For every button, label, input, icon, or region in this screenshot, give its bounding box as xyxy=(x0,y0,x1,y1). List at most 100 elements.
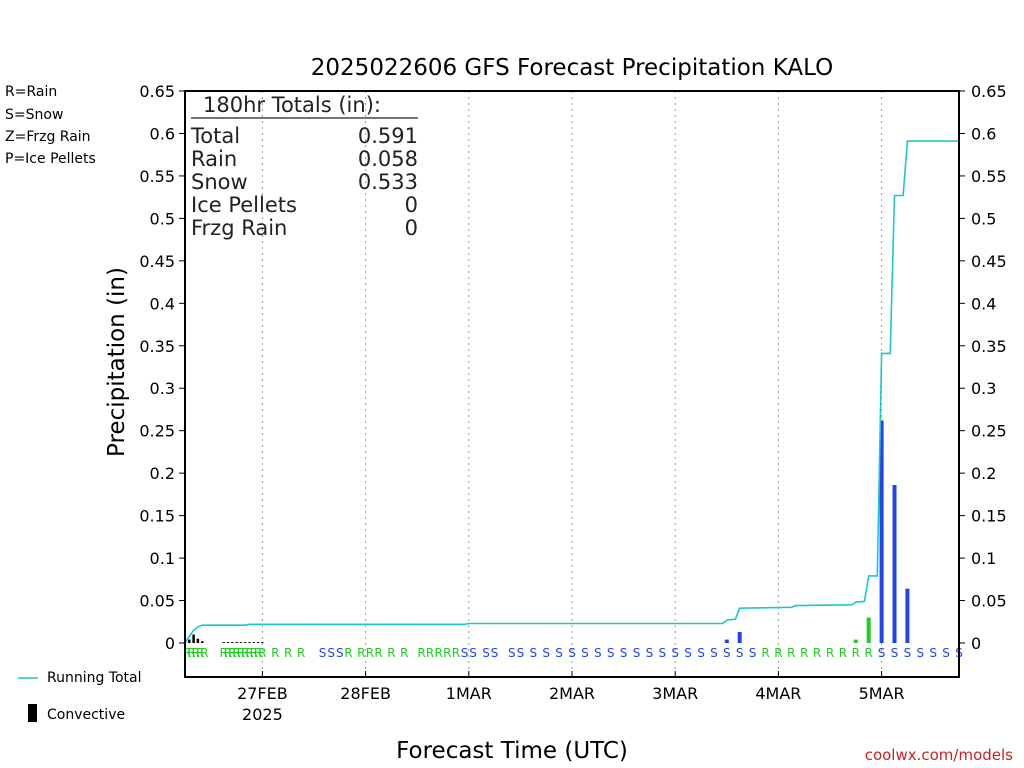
ptype-marker-59: R xyxy=(800,646,808,660)
ptype-marker-17: R xyxy=(297,646,305,660)
precip-bar-2 xyxy=(196,638,200,643)
ptype-marker-53: S xyxy=(723,646,731,660)
ptype-marker-6: R xyxy=(224,646,232,660)
precip-bar-9 xyxy=(243,642,247,643)
convective-legend-label: Convective xyxy=(47,707,125,723)
ptype-marker-67: S xyxy=(904,646,912,660)
running-total-series xyxy=(184,140,959,644)
y-tick-label-right-0: 0.65 xyxy=(971,82,1007,101)
ptype-marker-40: S xyxy=(555,646,563,660)
y-tick-label-right-6: 0.35 xyxy=(971,337,1007,356)
legend-freezing-rain: Z=Frzg Rain xyxy=(5,129,91,145)
totals-frzg-rain-label: Frzg Rain xyxy=(191,216,287,240)
y-tick-label-left-11: 0.1 xyxy=(150,549,175,568)
y-tick-label-left-9: 0.2 xyxy=(150,464,175,483)
precip-bar-14 xyxy=(724,639,729,643)
running-total-legend-label: Running Total xyxy=(47,670,142,686)
precip-bar-19 xyxy=(892,485,897,643)
y-tick-label-left-0: 0.65 xyxy=(139,82,175,101)
y-tick-label-right-3: 0.5 xyxy=(971,209,996,228)
y-tick-label-left-5: 0.4 xyxy=(150,294,175,313)
ptype-marker-35: S xyxy=(491,646,499,660)
y-tick-label-right-9: 0.2 xyxy=(971,464,996,483)
precip-bar-13 xyxy=(261,642,264,643)
totals-rain-value: 0.058 xyxy=(358,147,418,171)
y-tick-label-right-1: 0.6 xyxy=(971,124,996,143)
y-tick-label-right-2: 0.55 xyxy=(971,167,1007,186)
ptype-marker-4: R xyxy=(200,646,208,660)
totals-ice-pellets-value: 0 xyxy=(405,193,418,217)
ptype-marker-12: R xyxy=(250,646,258,660)
ptype-marker-52: S xyxy=(710,646,718,660)
y-tick-label-right-8: 0.25 xyxy=(971,422,1007,441)
ptype-marker-68: S xyxy=(916,646,924,660)
bar-series xyxy=(188,420,910,643)
y-tick-label-left-12: 0.05 xyxy=(139,592,175,611)
precip-bar-20 xyxy=(905,588,910,643)
x-axis-ticks: 27FEB 2025 28FEB 1MAR 2MAR 3MAR 4MAR 5MAR xyxy=(237,671,905,724)
ptype-marker-24: R xyxy=(374,646,382,660)
totals-header: 180hr Totals (in): xyxy=(203,93,381,117)
precip-bar-0 xyxy=(188,639,191,643)
grid-lines xyxy=(261,91,883,677)
precip-bar-10 xyxy=(248,642,251,643)
ptype-marker-36: S xyxy=(508,646,516,660)
ptype-marker-2: R xyxy=(192,646,200,660)
totals-snow-value: 0.533 xyxy=(358,170,418,194)
x-tick-label-6: 5MAR xyxy=(859,684,905,703)
ptype-marker-16: R xyxy=(284,646,292,660)
legend-rain: R=Rain xyxy=(5,84,57,100)
ptype-marker-61: R xyxy=(826,646,834,660)
y-tick-label-right-12: 0.05 xyxy=(971,592,1007,611)
ptype-marker-3: R xyxy=(196,646,204,660)
ptype-marker-41: S xyxy=(568,646,576,660)
totals-total-label: Total xyxy=(190,124,240,148)
y-tick-label-left-8: 0.25 xyxy=(139,422,175,441)
ptype-marker-32: S xyxy=(461,646,469,660)
y-axis-ticks: 0.65 0.65 0.6 0.6 0.55 0.55 0.5 0.5 0.45 0.45 0.4 0… xyxy=(139,82,1006,653)
y-tick-label-left-7: 0.3 xyxy=(150,379,175,398)
ptype-marker-14: R xyxy=(258,646,266,660)
ptype-marker-49: S xyxy=(671,646,679,660)
site-credit: coolwx.com/models xyxy=(865,746,1013,764)
y-tick-label-left-13: 0 xyxy=(165,634,175,653)
totals-box: 180hr Totals (in): Total 0.591 Rain 0.05… xyxy=(190,93,418,240)
ptype-marker-21: R xyxy=(344,646,352,660)
ptype-marker-15: R xyxy=(271,646,279,660)
ptype-marker-69: S xyxy=(929,646,937,660)
ptype-marker-23: R xyxy=(366,646,374,660)
ptype-marker-42: S xyxy=(581,646,589,660)
ptype-marker-65: S xyxy=(878,646,886,660)
x-axis-label: Forecast Time (UTC) xyxy=(396,738,628,764)
y-tick-label-right-11: 0.1 xyxy=(971,549,996,568)
ptype-marker-58: R xyxy=(787,646,795,660)
precip-bar-6 xyxy=(231,642,234,643)
totals-frzg-rain-value: 0 xyxy=(405,216,418,240)
ptype-marker-56: R xyxy=(761,646,769,660)
ptype-marker-60: R xyxy=(813,646,821,660)
precip-type-legend: R=Rain S=Snow Z=Frzg Rain P=Ice Pellets xyxy=(5,84,96,167)
ptype-marker-25: R xyxy=(387,646,395,660)
ptype-marker-5: R xyxy=(220,646,228,660)
precip-bar-16 xyxy=(853,639,858,643)
x-tick-label-1: 28FEB xyxy=(340,684,391,703)
y-tick-label-left-4: 0.45 xyxy=(139,252,175,271)
totals-snow-label: Snow xyxy=(191,170,248,194)
precip-bar-18 xyxy=(879,420,884,643)
ptype-marker-18: S xyxy=(319,646,327,660)
totals-ice-pellets-label: Ice Pellets xyxy=(191,193,297,217)
ptype-marker-26: R xyxy=(400,646,408,660)
convective-swatch xyxy=(28,704,37,722)
ptype-marker-45: S xyxy=(620,646,628,660)
ptype-marker-44: S xyxy=(607,646,615,660)
ptype-marker-33: S xyxy=(469,646,477,660)
ptype-marker-46: S xyxy=(633,646,641,660)
plot-frame xyxy=(184,90,960,678)
ptype-marker-20: S xyxy=(336,646,344,660)
ptype-marker-7: R xyxy=(228,646,236,660)
ptype-marker-50: S xyxy=(684,646,692,660)
legend-snow: S=Snow xyxy=(5,107,63,123)
precip-bar-7 xyxy=(235,642,238,643)
ptype-marker-0: R xyxy=(183,646,191,660)
